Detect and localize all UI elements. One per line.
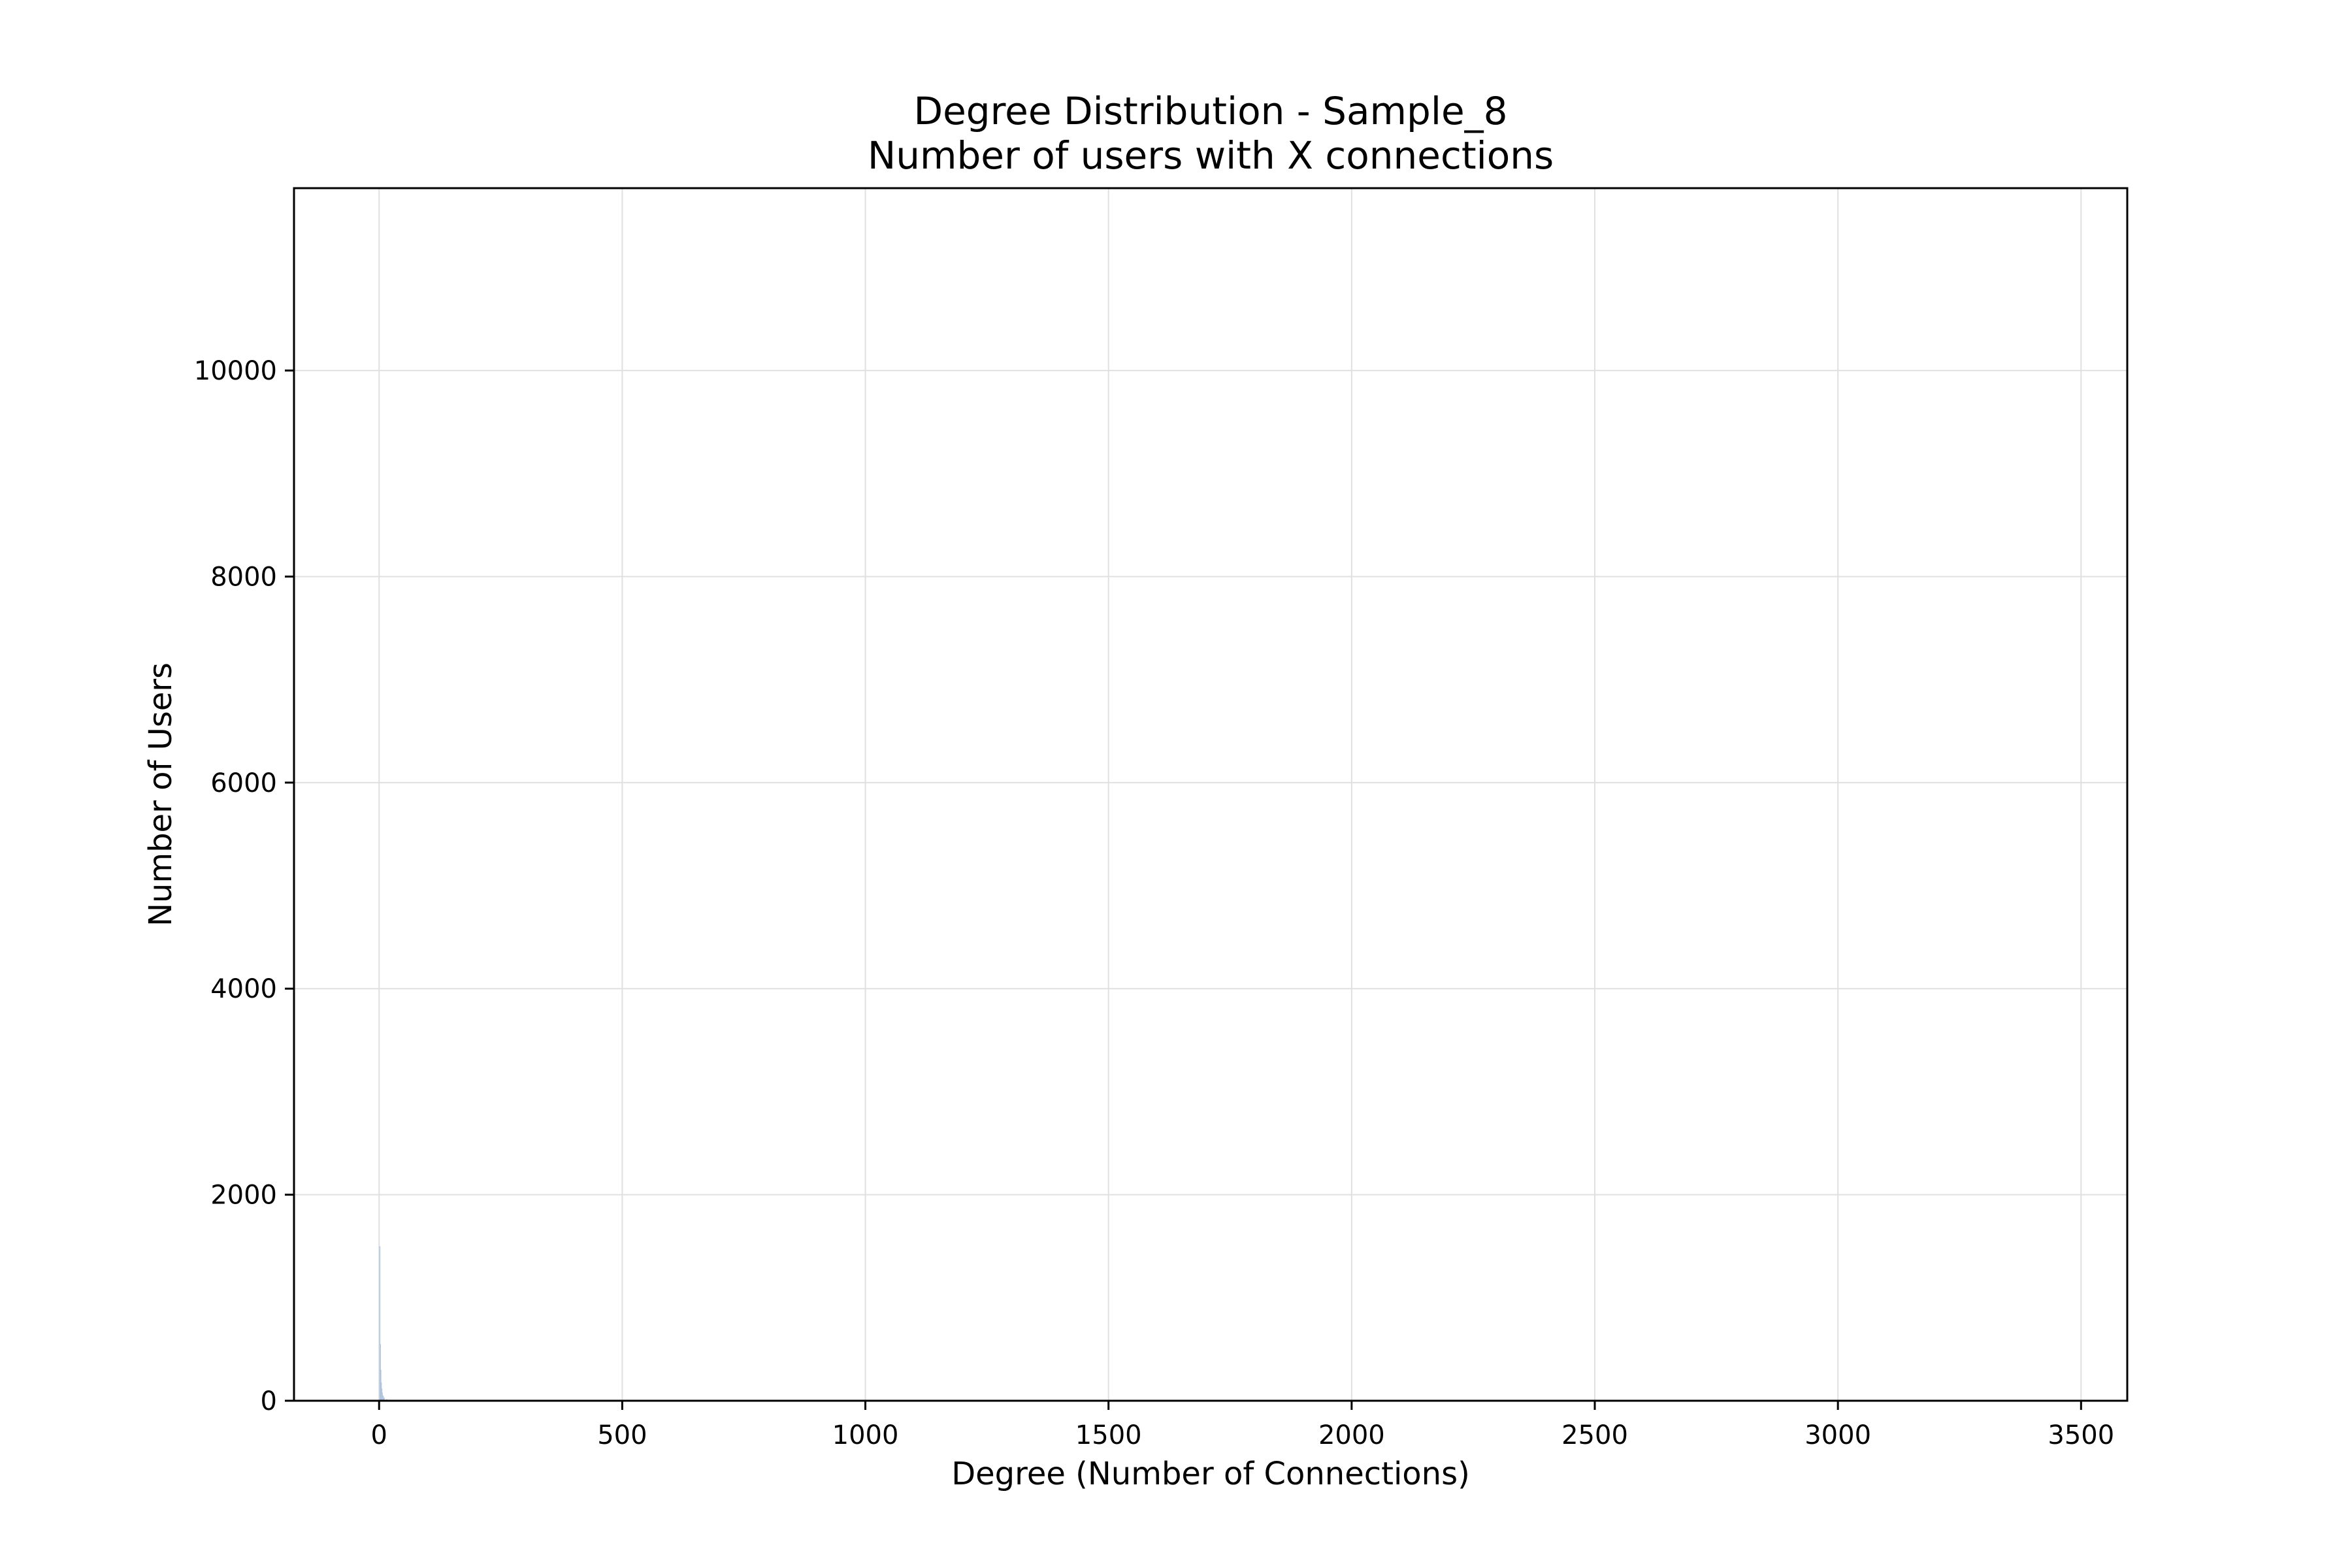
x-tick-label: 3500	[2048, 1420, 2114, 1450]
y-tick-label: 10000	[194, 356, 277, 386]
x-axis-ticks: 0 500 1000 1500 2000 2500 3000 3500	[371, 1401, 2114, 1450]
chart-subtitle: Number of users with X connections	[868, 133, 1554, 178]
y-tick-label: 0	[261, 1386, 277, 1416]
x-tick-label: 2500	[1561, 1420, 1628, 1450]
histogram-bar	[382, 1392, 383, 1401]
x-tick-label: 1500	[1075, 1420, 1142, 1450]
x-tick-label: 0	[371, 1420, 387, 1450]
histogram-bars	[379, 1246, 390, 1401]
chart-title: Degree Distribution - Sample_8	[913, 89, 1507, 133]
x-tick-label: 500	[597, 1420, 647, 1450]
grid-lines	[294, 188, 2127, 1401]
histogram-bar	[384, 1397, 385, 1401]
y-tick-label: 2000	[210, 1181, 277, 1211]
y-tick-label: 6000	[210, 768, 277, 798]
histogram-bar	[379, 1246, 381, 1401]
y-tick-label: 4000	[210, 974, 277, 1004]
histogram-bar	[382, 1396, 384, 1401]
x-tick-label: 2000	[1318, 1420, 1385, 1450]
x-tick-label: 3000	[1805, 1420, 1871, 1450]
plot-frame	[293, 187, 2129, 1402]
x-axis-label: Degree (Number of Connections)	[951, 1456, 1470, 1492]
x-tick-label: 1000	[832, 1420, 899, 1450]
y-axis-label: Number of Users	[142, 662, 179, 926]
y-axis-ticks: 0 2000 4000 6000 8000 10000	[194, 356, 294, 1416]
y-tick-label: 8000	[210, 562, 277, 592]
